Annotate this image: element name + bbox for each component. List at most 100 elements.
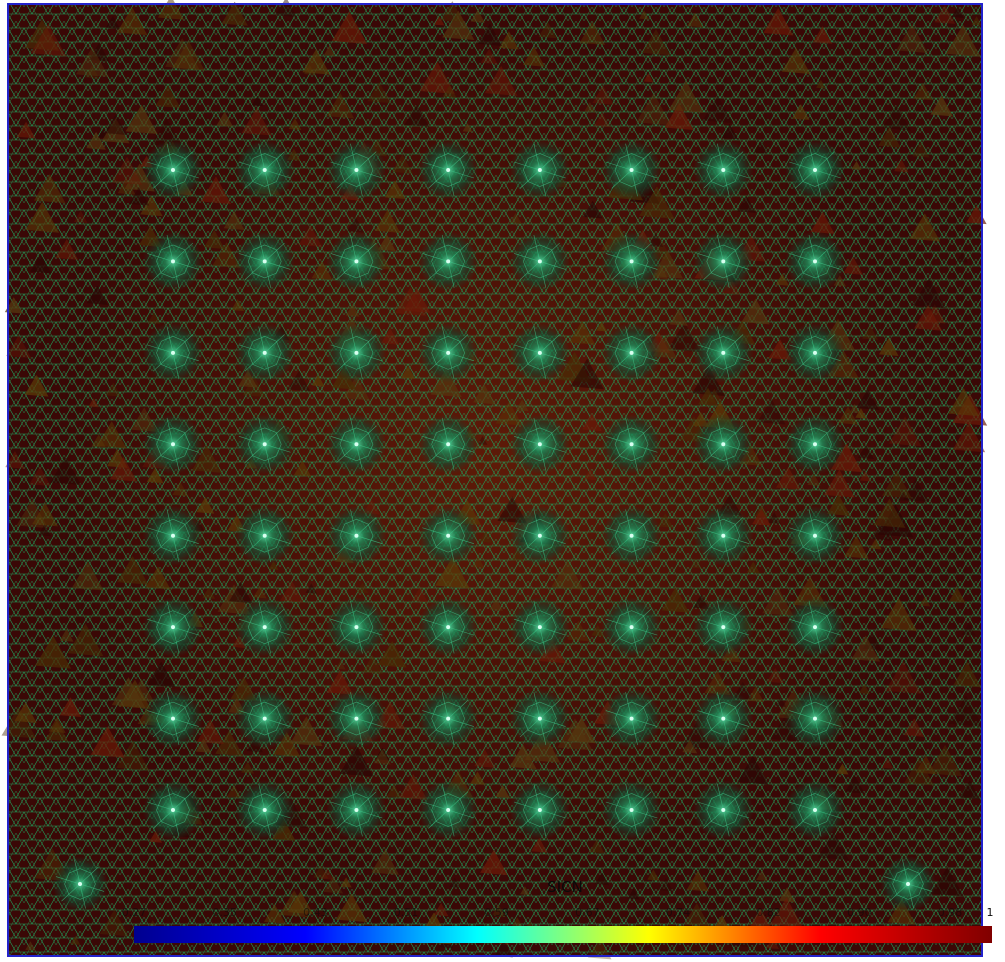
mesh-element-patch	[584, 102, 596, 113]
mesh-element-patch	[934, 5, 956, 24]
mesh-element-patch	[878, 338, 899, 356]
mesh-element-patch	[687, 12, 704, 28]
mesh-element-patch	[810, 211, 835, 234]
refinement-cluster	[509, 780, 570, 840]
refinement-cluster	[785, 231, 845, 292]
mesh-element-patch	[833, 275, 847, 287]
refinement-cluster	[785, 688, 845, 749]
mesh-element-patch	[643, 73, 654, 83]
mesh-element-patch	[690, 558, 702, 569]
mesh-element-patch	[495, 785, 510, 798]
mesh-element-patch	[331, 11, 368, 44]
mesh-element-patch	[904, 718, 925, 737]
colorbar-tick-label: 0.27	[122, 906, 147, 919]
mesh-element-patch	[869, 538, 882, 550]
refinement-cluster	[693, 140, 754, 200]
mesh-element-patch	[692, 366, 725, 396]
mesh-element-patch	[67, 623, 104, 657]
mesh-element-patch	[855, 408, 867, 419]
mesh-element-patch	[904, 757, 935, 786]
mesh-element-patch	[951, 6, 964, 18]
colorbar-tick-label: 0.35	[212, 906, 237, 919]
mesh-element-patch	[816, 79, 826, 89]
mesh-element-patch	[747, 686, 764, 703]
mesh-element-patch	[38, 524, 51, 537]
mesh-element-patch	[268, 561, 279, 570]
refinement-cluster	[785, 414, 845, 475]
mesh-element-patch	[956, 252, 968, 263]
mesh-element-patch	[411, 587, 428, 603]
mesh-element-patch	[698, 387, 718, 406]
mesh-element-patch	[91, 434, 106, 448]
mesh-element-patch	[567, 717, 596, 744]
mesh-element-patch	[5, 451, 25, 469]
mesh-element-patch	[776, 467, 801, 490]
mesh-element-patch	[279, 580, 304, 603]
mesh-element-patch	[105, 382, 122, 397]
mesh-element-patch	[196, 719, 224, 745]
mesh-element-patch	[231, 299, 245, 312]
mesh-element-patch	[70, 935, 81, 945]
mesh-element-patch	[882, 104, 911, 131]
refinement-cluster	[693, 505, 754, 566]
mesh-element-patch	[858, 444, 874, 459]
mesh-element-patch	[824, 469, 855, 498]
refinement-cluster-grid	[52, 140, 936, 912]
mesh-element-patch	[737, 755, 769, 785]
mesh-element-patch	[873, 498, 906, 528]
mesh-element-patch	[827, 494, 851, 516]
mesh-element-patch	[686, 871, 710, 892]
mesh-element-patch	[323, 45, 336, 57]
mesh-element-patch	[912, 141, 930, 158]
refinement-cluster	[880, 856, 936, 912]
mesh-element-patch	[477, 23, 503, 46]
mesh-element-patch	[45, 720, 69, 742]
mesh-element-patch	[105, 15, 120, 29]
mesh-element-patch	[778, 887, 796, 903]
mesh-element-patch	[221, 1, 248, 26]
mesh-element-patch	[116, 740, 150, 771]
mesh-element-patch	[449, 877, 461, 888]
mesh-element-patch	[831, 443, 863, 473]
colorbar-title: SICN	[547, 878, 583, 896]
mesh-element-patch	[767, 512, 781, 524]
colorbar-legend: SICN 0.27 0.35 0.43 0.51 0.59 0.67 0.74 0.82 0.9…	[122, 878, 994, 943]
refinement-cluster	[326, 414, 387, 475]
mesh-element-patch	[1, 706, 37, 739]
mesh-element-patch	[375, 747, 390, 761]
mesh-element-patch	[702, 95, 733, 123]
mesh-element-patch	[14, 702, 37, 723]
refinement-cluster	[326, 322, 387, 383]
mesh-element-patch	[589, 839, 605, 854]
mesh-element-patch	[90, 726, 125, 758]
mesh-element-patch	[157, 0, 185, 20]
mesh-element-patch	[757, 398, 786, 425]
mesh-element-patch	[109, 456, 137, 482]
mesh-element-patch	[664, 103, 694, 130]
mesh-element-patch	[84, 65, 100, 79]
mesh-element-patch	[870, 519, 895, 541]
mesh-element-patch	[639, 186, 675, 219]
mesh-element-patch	[781, 47, 811, 74]
refinement-cluster	[693, 780, 754, 840]
mesh-element-patch	[851, 160, 862, 170]
refinement-cluster	[693, 231, 754, 292]
colorbar-tick-label: 0.51	[394, 906, 419, 919]
colorbar-max-label: 1	[987, 906, 994, 919]
mesh-element-patch	[766, 937, 779, 950]
refinement-cluster	[509, 231, 570, 292]
colorbar-tick-label: 0.98	[938, 906, 963, 919]
refinement-cluster	[418, 597, 479, 658]
mesh-element-patch	[59, 697, 82, 718]
mesh-element-patch	[844, 536, 869, 559]
mesh-element-patch	[326, 670, 354, 695]
mesh-element-patch	[851, 635, 881, 662]
mesh-element-patch	[592, 85, 614, 105]
mesh-element-patch	[223, 210, 245, 231]
mesh-element-patch	[96, 421, 127, 449]
mesh-element-patch	[499, 31, 519, 50]
refinement-cluster	[143, 322, 203, 383]
colorbar-tick-label: 0.43	[303, 906, 328, 919]
